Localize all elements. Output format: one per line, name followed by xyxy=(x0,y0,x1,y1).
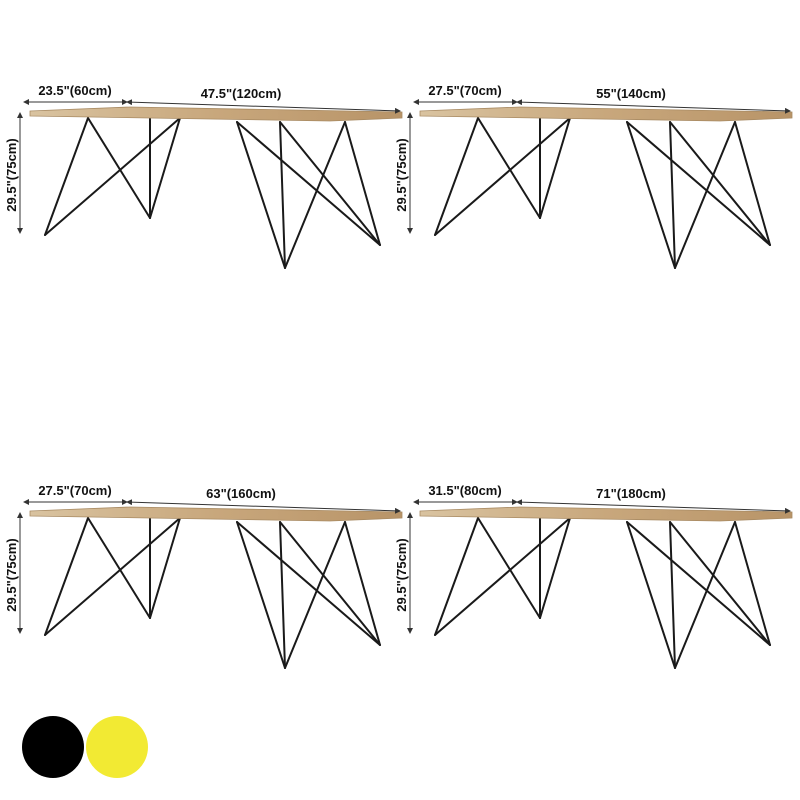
table-diagram: 31.5"(80cm) 71"(180cm) 29.5"(75cm) xyxy=(394,483,793,669)
table-leg xyxy=(734,121,771,246)
color-swatch-black[interactable] xyxy=(22,716,84,778)
height-label: 29.5"(75cm) xyxy=(394,138,409,211)
table-leg xyxy=(626,121,771,246)
table-leg xyxy=(44,517,89,636)
table-leg xyxy=(539,517,571,619)
depth-label: 27.5"(70cm) xyxy=(38,483,111,498)
table-leg xyxy=(44,117,181,236)
table-leg xyxy=(87,517,151,619)
table-leg xyxy=(236,121,381,246)
table-leg xyxy=(236,121,286,269)
table-leg xyxy=(279,121,381,246)
table-leg xyxy=(674,521,736,669)
table-diagram: 27.5"(70cm) 55"(140cm) 29.5"(75cm) xyxy=(394,83,793,269)
height-label: 29.5"(75cm) xyxy=(4,138,19,211)
table-leg xyxy=(236,521,381,646)
table-leg xyxy=(87,117,151,219)
depth-label: 23.5"(60cm) xyxy=(38,83,111,98)
table-leg xyxy=(674,121,736,269)
table-leg xyxy=(434,117,571,236)
dimension-line xyxy=(516,99,791,114)
height-label: 29.5"(75cm) xyxy=(4,538,19,611)
table-leg xyxy=(434,517,479,636)
table-leg xyxy=(669,121,771,246)
length-label: 63"(160cm) xyxy=(206,486,276,501)
table-leg xyxy=(669,521,771,646)
table-leg xyxy=(434,517,571,636)
table-leg xyxy=(477,517,541,619)
height-label: 29.5"(75cm) xyxy=(394,538,409,611)
table-leg xyxy=(149,117,181,219)
table-leg xyxy=(44,117,89,236)
table-leg xyxy=(344,121,381,246)
depth-label: 27.5"(70cm) xyxy=(428,83,501,98)
table-leg xyxy=(626,121,676,269)
table-leg xyxy=(279,121,286,269)
table-leg xyxy=(279,521,381,646)
dimension-line xyxy=(516,499,791,514)
table-leg xyxy=(344,521,381,646)
table-diagram: 23.5"(60cm) 47.5"(120cm) 29.5"(75cm) xyxy=(4,83,403,269)
table-leg xyxy=(434,117,479,236)
table-leg xyxy=(669,121,676,269)
table-diagram: 27.5"(70cm) 63"(160cm) 29.5"(75cm) xyxy=(4,483,403,669)
depth-label: 31.5"(80cm) xyxy=(428,483,501,498)
length-label: 55"(140cm) xyxy=(596,86,666,101)
table-leg xyxy=(236,521,286,669)
table-leg xyxy=(149,517,181,619)
table-leg xyxy=(44,517,181,636)
dimension-line xyxy=(126,499,401,514)
table-leg xyxy=(284,121,346,269)
table-leg xyxy=(477,117,541,219)
table-leg xyxy=(669,521,676,669)
length-label: 71"(180cm) xyxy=(596,486,666,501)
table-leg xyxy=(539,117,571,219)
table-leg xyxy=(284,521,346,669)
table-leg xyxy=(279,521,286,669)
table-leg xyxy=(734,521,771,646)
length-label: 47.5"(120cm) xyxy=(201,86,282,101)
dimension-line xyxy=(126,99,401,114)
table-leg xyxy=(626,521,771,646)
color-swatch-yellow[interactable] xyxy=(86,716,148,778)
table-leg xyxy=(626,521,676,669)
